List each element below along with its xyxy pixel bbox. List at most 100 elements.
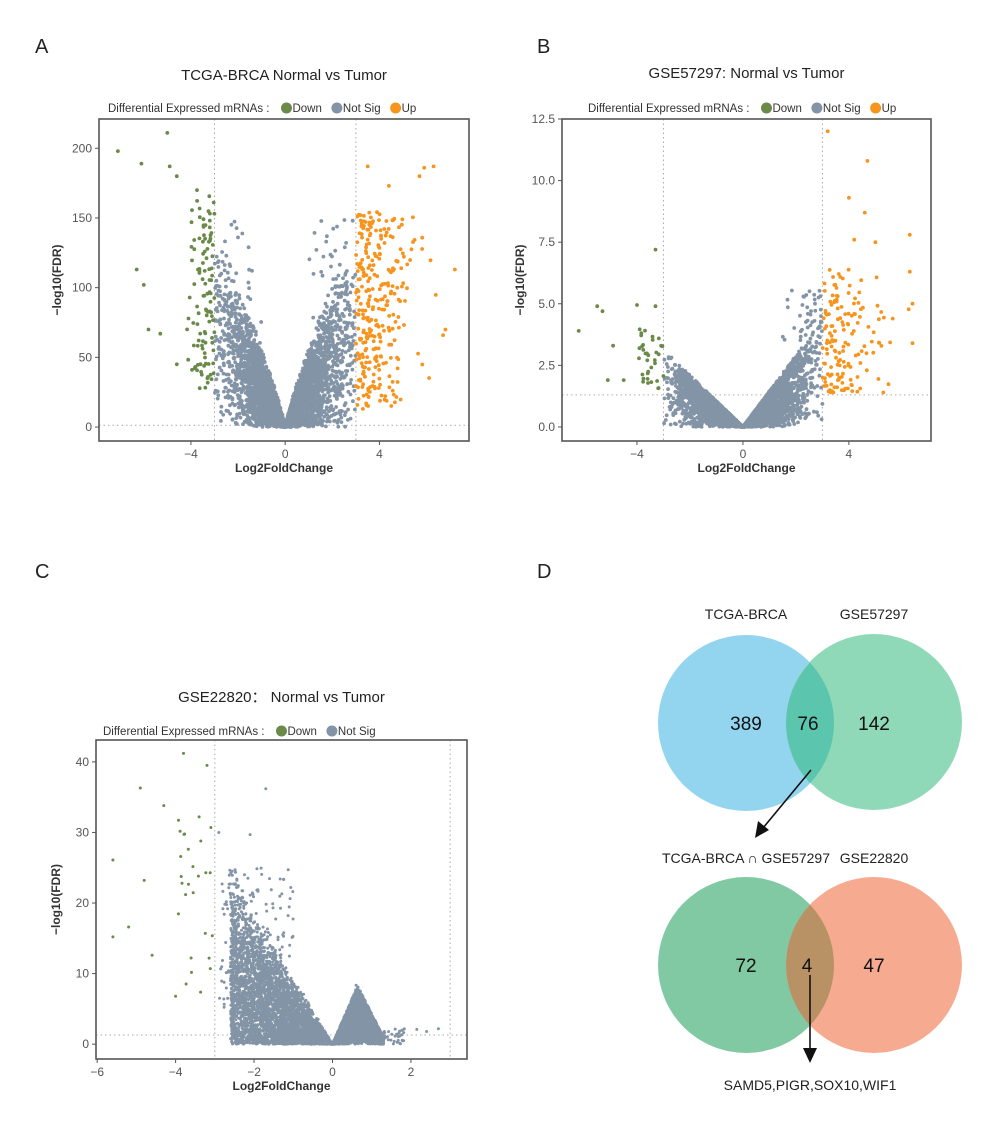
- point-not-sig: [332, 355, 337, 360]
- point-up: [370, 258, 375, 263]
- point-not-sig: [229, 314, 234, 319]
- point-not-sig: [344, 320, 349, 325]
- point-not-sig: [340, 331, 345, 335]
- point-not-sig: [303, 391, 308, 396]
- point-up: [389, 356, 393, 360]
- point-not-sig: [316, 387, 321, 392]
- point-not-sig: [348, 353, 353, 358]
- point-not-sig: [259, 320, 264, 324]
- point-not-sig: [325, 304, 329, 309]
- point-not-sig: [274, 399, 279, 403]
- point-up: [380, 323, 385, 328]
- point-up: [356, 289, 361, 293]
- point-not-sig: [334, 389, 338, 393]
- point-up: [402, 323, 406, 327]
- point-not-sig: [339, 382, 344, 387]
- point-not-sig: [294, 388, 298, 393]
- point-up: [357, 353, 362, 358]
- point-up: [397, 325, 401, 330]
- point-up: [422, 165, 427, 170]
- point-down: [174, 174, 179, 179]
- plot-title: GSE57297: Normal vs Tumor: [649, 65, 845, 82]
- point-up: [379, 393, 384, 398]
- point-not-sig: [348, 381, 353, 386]
- point-not-sig: [247, 358, 251, 362]
- point-not-sig: [297, 409, 302, 413]
- point-not-sig: [214, 377, 219, 382]
- point-not-sig: [226, 343, 231, 348]
- point-not-sig: [255, 420, 259, 424]
- point-up: [360, 267, 365, 272]
- point-not-sig: [240, 381, 244, 386]
- point-not-sig: [329, 305, 334, 310]
- point-up: [400, 284, 404, 289]
- point-not-sig: [261, 422, 266, 427]
- point-not-sig: [315, 390, 320, 395]
- point-not-sig: [304, 387, 309, 392]
- point-up: [366, 255, 371, 260]
- point-not-sig: [250, 374, 255, 379]
- point-not-sig: [244, 343, 249, 347]
- point-down: [141, 283, 146, 287]
- point-not-sig: [284, 419, 289, 424]
- point-not-sig: [279, 412, 284, 417]
- point-up: [367, 319, 372, 324]
- point-not-sig: [234, 334, 239, 339]
- point-down: [209, 377, 214, 382]
- point-down: [192, 282, 197, 286]
- point-not-sig: [322, 381, 327, 386]
- point-not-sig: [344, 373, 349, 377]
- point-up: [360, 284, 364, 289]
- point-up: [363, 365, 367, 370]
- point-up: [391, 312, 396, 317]
- point-up: [367, 276, 372, 281]
- point-not-sig: [224, 253, 229, 258]
- point-not-sig: [236, 235, 240, 240]
- point-up: [362, 214, 366, 218]
- point-not-sig: [267, 375, 272, 380]
- point-not-sig: [246, 418, 251, 423]
- point-not-sig: [326, 336, 331, 341]
- point-up: [364, 251, 369, 256]
- point-up: [356, 385, 360, 390]
- point-not-sig: [219, 336, 224, 340]
- point-not-sig: [331, 412, 336, 417]
- point-not-sig: [223, 239, 227, 244]
- point-down: [207, 194, 212, 199]
- point-up: [396, 315, 401, 319]
- point-up: [371, 379, 376, 384]
- point-down: [195, 363, 200, 367]
- point-up: [372, 384, 377, 389]
- point-up: [403, 299, 407, 303]
- legend-label: Down: [292, 103, 321, 115]
- point-not-sig: [228, 411, 233, 416]
- point-not-sig: [270, 403, 275, 407]
- point-up: [365, 164, 370, 169]
- point-not-sig: [338, 410, 343, 414]
- point-not-sig: [326, 315, 331, 320]
- point-up: [431, 164, 436, 169]
- point-down: [204, 313, 209, 318]
- point-not-sig: [339, 420, 344, 424]
- point-up: [391, 392, 396, 397]
- point-not-sig: [239, 402, 244, 407]
- point-not-sig: [350, 335, 354, 339]
- point-not-sig: [214, 278, 219, 283]
- point-up: [361, 270, 366, 275]
- point-up: [371, 263, 376, 267]
- point-up: [360, 385, 365, 389]
- point-not-sig: [347, 303, 352, 308]
- point-down: [195, 199, 200, 203]
- point-not-sig: [236, 401, 241, 406]
- point-not-sig: [352, 326, 356, 331]
- point-down: [208, 291, 213, 296]
- point-up: [356, 397, 361, 401]
- point-not-sig: [340, 349, 345, 353]
- point-not-sig: [231, 368, 236, 373]
- point-not-sig: [222, 268, 227, 273]
- point-down: [195, 188, 199, 193]
- point-not-sig: [220, 329, 225, 333]
- point-not-sig: [338, 371, 343, 376]
- point-not-sig: [333, 291, 338, 296]
- point-not-sig: [239, 313, 243, 318]
